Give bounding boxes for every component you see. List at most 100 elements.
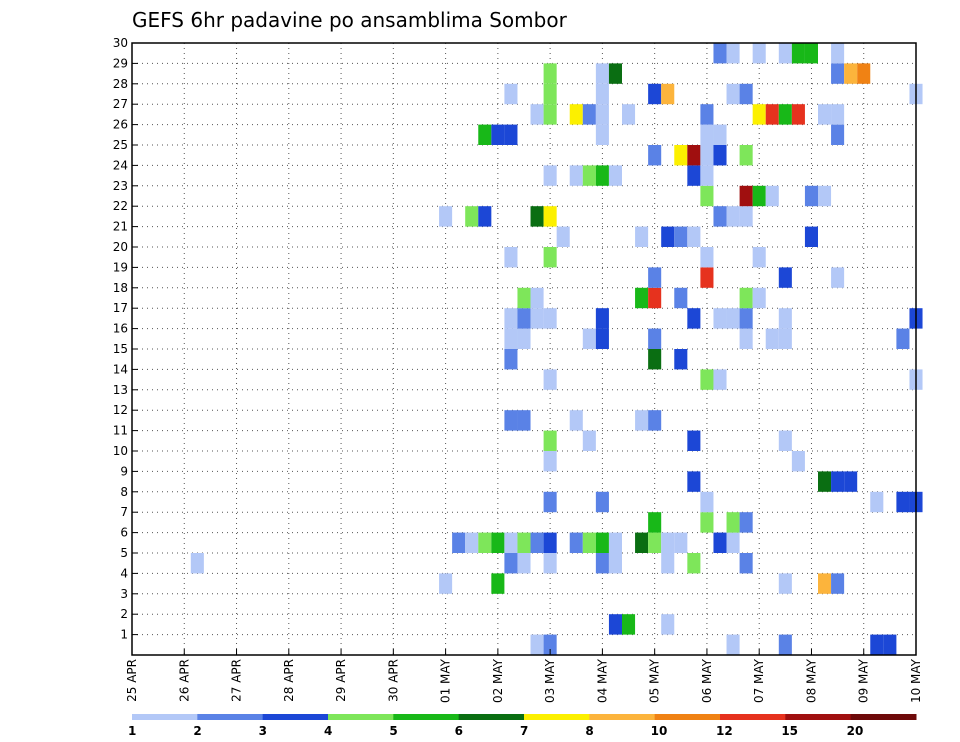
colorbar: 1 2 3 4 5 6 7 8 10 12 15 20 [128, 714, 917, 738]
precip-cell [595, 328, 609, 349]
precip-cell [517, 410, 531, 431]
x-tick-label: 29 APR [334, 659, 348, 702]
precip-cell [556, 226, 570, 247]
precip-cell [765, 328, 779, 349]
y-tick-label: 3 [120, 587, 128, 601]
precip-cell [543, 308, 557, 329]
y-tick-label: 6 [120, 526, 128, 540]
precip-cell [791, 104, 805, 125]
precip-cell [804, 185, 818, 207]
precip-cell [530, 308, 544, 329]
precip-cell [713, 124, 727, 145]
y-tick-label: 10 [113, 444, 128, 458]
y-tick-label: 30 [113, 36, 128, 50]
precip-cell [844, 63, 858, 84]
precip-cell [504, 349, 518, 370]
colorbar-label: 1 [128, 724, 136, 738]
precip-cell [752, 43, 766, 64]
precip-cell [700, 185, 714, 207]
y-tick-label: 18 [113, 281, 128, 295]
colorbar-label: 2 [193, 724, 201, 738]
precip-cell [831, 43, 845, 64]
precip-cell [569, 410, 583, 431]
colorbar-label: 12 [716, 724, 733, 738]
precip-cell [530, 532, 544, 553]
y-tick-label: 13 [113, 383, 128, 397]
y-tick-label: 7 [120, 505, 128, 519]
y-tick-label: 12 [113, 403, 128, 417]
precip-cell [726, 532, 740, 553]
precip-cell [831, 104, 845, 125]
precip-cell [700, 267, 714, 288]
precip-cell [687, 553, 701, 574]
precip-cell [530, 206, 544, 227]
precip-cell [648, 532, 662, 553]
precip-cell [478, 206, 492, 227]
colorbar-label: 20 [847, 724, 864, 738]
precip-cell [452, 532, 466, 553]
precip-cell [595, 165, 609, 186]
precip-cell [595, 532, 609, 553]
precip-cell [648, 349, 662, 370]
precip-cell [883, 634, 897, 655]
precip-cell [818, 104, 832, 125]
precip-cell [635, 226, 649, 247]
precip-cell [896, 328, 910, 349]
precip-cell [569, 104, 583, 125]
colorbar-segment [654, 714, 721, 720]
colorbar-segment [458, 714, 525, 720]
y-tick-label: 8 [120, 485, 128, 499]
precip-cell [674, 349, 688, 370]
y-tick-label: 11 [113, 424, 128, 438]
precip-cell [504, 532, 518, 553]
precip-cell [543, 104, 557, 125]
precip-cell [517, 287, 531, 309]
precip-cell [635, 532, 649, 553]
y-tick-label: 14 [113, 362, 128, 376]
precip-cell [713, 532, 727, 553]
precip-cell [791, 43, 805, 64]
x-tick-label: 03 MAY [543, 658, 557, 703]
precip-cell [465, 206, 479, 227]
colorbar-segment [720, 714, 786, 720]
precip-cell [700, 165, 714, 186]
precip-cell [687, 308, 701, 329]
y-tick-label: 4 [120, 566, 128, 580]
precip-cell [504, 83, 518, 105]
data-cells [190, 43, 923, 655]
precip-cell [870, 491, 884, 513]
precip-cell [818, 185, 832, 207]
precip-cell [622, 104, 636, 125]
precip-cell [831, 573, 845, 594]
x-tick-label: 25 APR [125, 659, 139, 702]
precip-cell [595, 308, 609, 329]
precip-cell [517, 553, 531, 574]
colorbar-label: 4 [324, 724, 332, 738]
x-tick-label: 28 APR [282, 659, 296, 702]
colorbar-label: 5 [389, 724, 397, 738]
precip-cell [739, 308, 753, 329]
precip-cell [687, 471, 701, 492]
precip-cell [700, 124, 714, 145]
precip-cell [504, 247, 518, 268]
precip-cell [517, 328, 531, 349]
x-tick-label: 02 MAY [491, 658, 505, 703]
precip-cell [765, 104, 779, 125]
precip-cell [543, 369, 557, 390]
precip-cell [674, 532, 688, 553]
y-tick-label: 1 [120, 628, 128, 642]
precip-cell [648, 267, 662, 288]
precip-cell [687, 430, 701, 451]
precip-cell [608, 63, 622, 84]
colorbar-label: 8 [585, 724, 593, 738]
x-tick-label: 04 MAY [595, 658, 609, 703]
precip-cell [818, 471, 832, 492]
precip-cell [739, 328, 753, 349]
x-tick-label: 10 MAY [909, 658, 923, 703]
precip-cell [726, 512, 740, 533]
precip-cell [569, 165, 583, 186]
precip-cell [543, 532, 557, 553]
y-tick-label: 26 [113, 118, 128, 132]
precip-cell [517, 308, 531, 329]
precip-cell [752, 185, 766, 207]
